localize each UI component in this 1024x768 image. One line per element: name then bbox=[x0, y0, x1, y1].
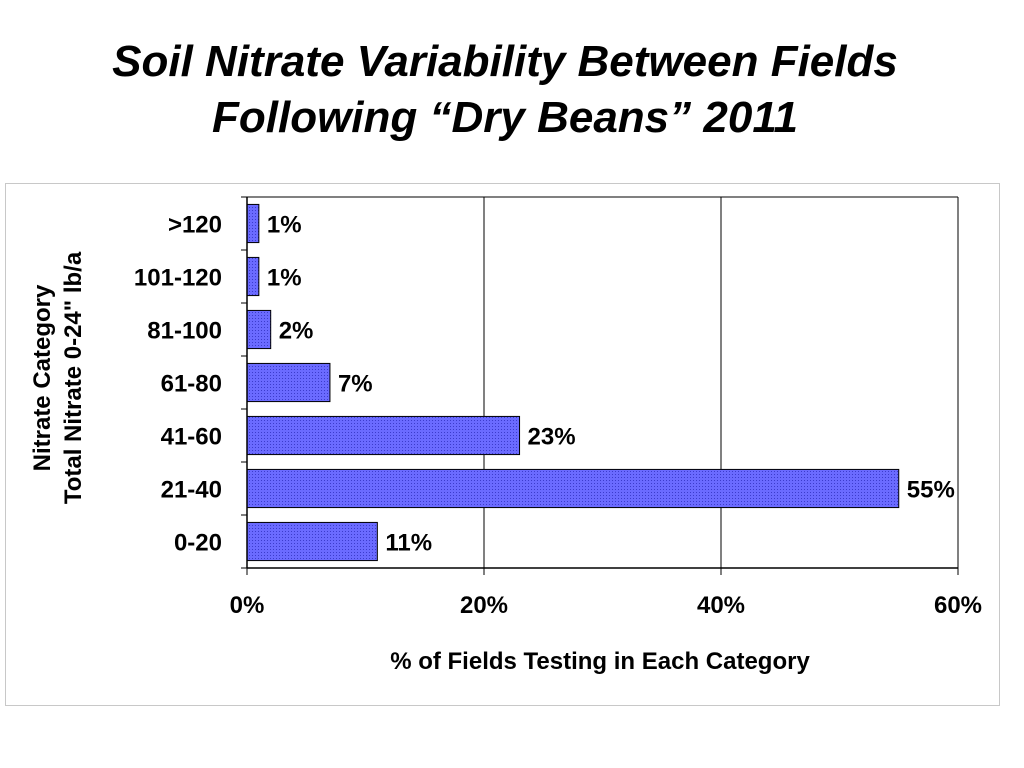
data-label-0-20: 11% bbox=[385, 530, 432, 557]
category-label-61-80: 61-80 bbox=[161, 371, 222, 398]
category-label-0-20: 0-20 bbox=[174, 530, 222, 557]
y-axis-title: Nitrate Category Total Nitrate 0-24" lb/a bbox=[29, 251, 87, 504]
data-label-101-120: 1% bbox=[267, 265, 302, 292]
y-axis-title-line-2: Total Nitrate 0-24" lb/a bbox=[60, 251, 87, 504]
x-axis-title: % of Fields Testing in Each Category bbox=[390, 648, 810, 675]
chart-title: Soil Nitrate Variability Between Fields … bbox=[0, 34, 1010, 146]
labels: 11% 0-20 55% 21-40 23% 41-60 7% 61-80 2% 81-100 1%… bbox=[29, 212, 982, 676]
data-label-41-60: 23% bbox=[528, 424, 576, 451]
x-tick-label-2: 40% bbox=[697, 592, 745, 619]
bars bbox=[246, 203, 900, 562]
data-label->120: 1% bbox=[267, 212, 302, 239]
bar-81-100 bbox=[246, 309, 272, 350]
category-label->120: >120 bbox=[168, 212, 222, 239]
category-label-101-120: 101-120 bbox=[134, 265, 222, 292]
data-label-61-80: 7% bbox=[338, 371, 373, 398]
data-label-21-40: 55% bbox=[907, 477, 955, 504]
bar-41-60 bbox=[246, 415, 521, 456]
x-tick-label-0: 0% bbox=[230, 592, 265, 619]
axes bbox=[241, 196, 959, 575]
category-label-41-60: 41-60 bbox=[161, 424, 222, 451]
category-label-21-40: 21-40 bbox=[161, 477, 222, 504]
y-axis-title-line-1: Nitrate Category bbox=[29, 284, 56, 471]
data-label-81-100: 2% bbox=[279, 318, 314, 345]
x-tick-label-1: 20% bbox=[460, 592, 508, 619]
bar-61-80 bbox=[246, 362, 331, 403]
bar-101-120 bbox=[246, 256, 260, 297]
bar-21-40 bbox=[246, 468, 900, 509]
gridlines bbox=[483, 197, 959, 568]
chart-title-line-2: Following “Dry Beans” 2011 bbox=[211, 93, 798, 142]
x-tick-label-3: 60% bbox=[934, 592, 982, 619]
category-label-81-100: 81-100 bbox=[147, 318, 222, 345]
bar-0-20 bbox=[246, 521, 378, 562]
chart-title-line-1: Soil Nitrate Variability Between Fields bbox=[112, 37, 898, 86]
bar->120 bbox=[246, 203, 260, 244]
